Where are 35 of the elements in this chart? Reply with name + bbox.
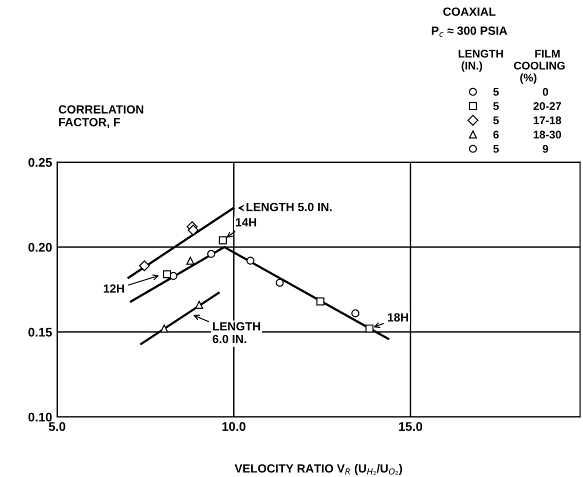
y-tick-label: 0.10: [28, 412, 52, 422]
annotation: LENGTH 5.0 IN.: [246, 202, 332, 212]
legend-label: 5 9: [493, 144, 548, 153]
annotation: 18H: [388, 313, 408, 322]
point: [316, 297, 324, 306]
y-tick-label: 0.25: [28, 158, 52, 167]
legend-label: 5 0: [493, 88, 548, 96]
annotation: 14H: [236, 218, 256, 226]
y-axis-title: CORRELATION FACTOR, F: [58, 105, 144, 128]
point: [276, 278, 284, 287]
point: [195, 300, 204, 309]
x-tick-label: 15.0: [399, 422, 422, 431]
chart-subtitle: P$_{c}$ ≈ 300 PSIA: [432, 26, 508, 37]
point: [218, 236, 227, 244]
point: [365, 324, 374, 333]
point: [160, 324, 168, 333]
point: [351, 309, 360, 318]
legend-label: 5 17-18: [493, 116, 562, 124]
legend-label: 6 18-30: [493, 130, 562, 139]
point: [246, 256, 254, 265]
y-tick-label: 0.15: [28, 328, 52, 337]
y-tick-label: 0.20: [28, 242, 52, 252]
x-axis-title: VELOCITY RATIO V$_{R}$ (U$_{H₂}$/U$_{O₂}$): [234, 464, 402, 475]
point: [138, 260, 150, 272]
point: [207, 250, 216, 258]
annotation: 12H: [104, 284, 124, 293]
legend-title: LENGTH FILM (IN.) COOLING (%): [458, 50, 565, 84]
x-tick-label: 10.0: [222, 422, 246, 431]
annotation: LENGTH 6.0 IN.: [212, 322, 260, 344]
point: [188, 224, 199, 236]
point: [186, 256, 194, 265]
x-tick-label: 5.0: [48, 422, 66, 431]
chart-title: COAXIAL: [443, 7, 496, 16]
legend-label: 5 20-27: [493, 102, 562, 110]
point: [163, 270, 172, 278]
